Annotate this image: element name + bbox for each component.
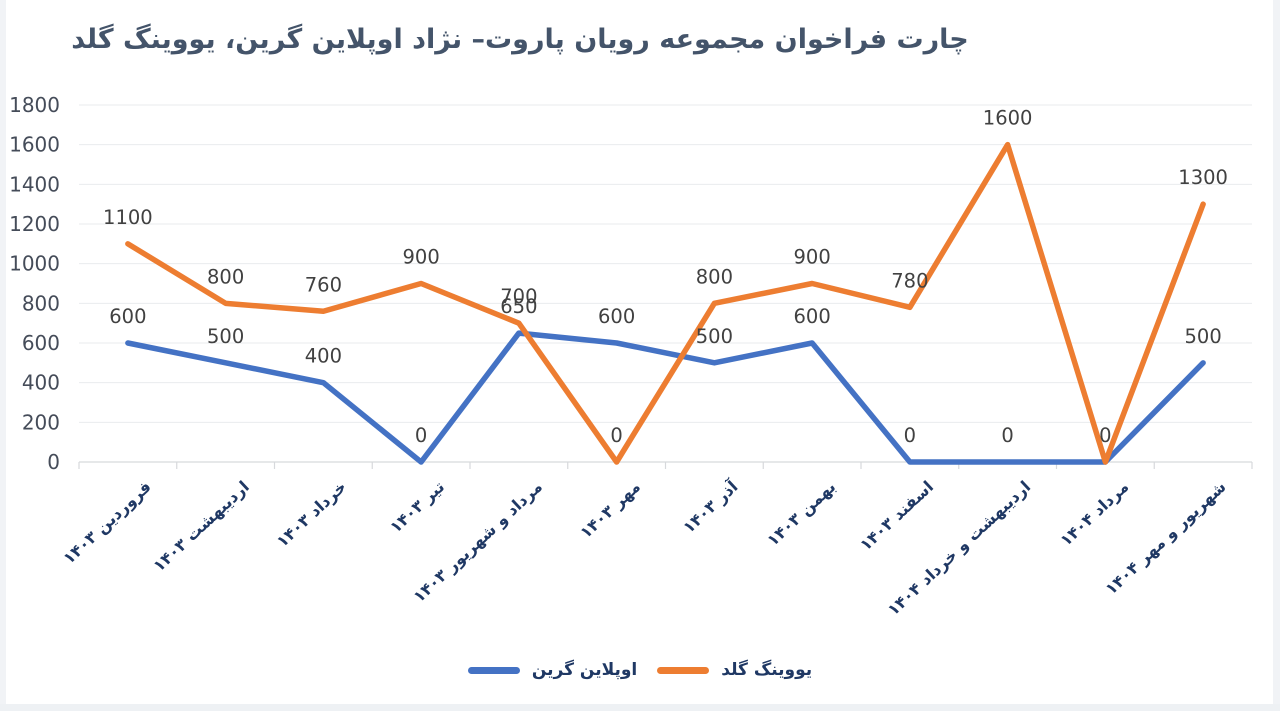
data-label: 650: [500, 295, 537, 318]
y-axis-tick-label: 600: [22, 331, 60, 355]
data-label: 900: [794, 246, 831, 269]
y-axis-tick-label: 1600: [9, 133, 60, 157]
data-label: 780: [891, 269, 928, 292]
data-label: 1600: [983, 107, 1033, 130]
y-axis-tick-label: 400: [22, 371, 60, 395]
data-label: 400: [305, 345, 342, 368]
data-label: 700: [500, 285, 537, 308]
y-axis-tick-label: 0: [47, 450, 60, 474]
data-label: 0: [1099, 424, 1111, 447]
data-label: 1100: [103, 206, 153, 229]
legend-label-yooving-gold: یووینگ گلد: [721, 660, 813, 680]
data-label: 600: [598, 305, 635, 328]
data-label: 500: [696, 325, 733, 348]
data-label: 500: [1185, 325, 1222, 348]
data-label: 0: [1001, 424, 1013, 447]
legend-label-opaline-green: اوپلاین گرین: [531, 660, 638, 680]
data-label: 600: [794, 305, 831, 328]
series-line-opaline-green: [125, 330, 1206, 465]
data-label: 760: [305, 273, 342, 296]
y-axis-tick-label: 800: [22, 291, 60, 315]
data-label: 500: [207, 325, 244, 348]
data-label: 900: [403, 246, 440, 269]
data-label: 600: [109, 305, 146, 328]
data-label: 800: [207, 265, 244, 288]
screenshot-edge-left: [0, 0, 6, 711]
chart-title: چارت فراخوان مجموعه رویان پاروت– نژاد او…: [71, 24, 969, 55]
legend-swatch-orange: [657, 666, 710, 674]
y-axis-tick-label: 1200: [9, 212, 60, 236]
data-label: 800: [696, 265, 733, 288]
screenshot-edge-bottom: [0, 704, 1280, 711]
data-label: 0: [415, 424, 427, 447]
legend-item-yooving-gold: یووینگ گلد: [657, 660, 812, 680]
legend: اوپلاین گرین یووینگ گلد: [0, 660, 1280, 680]
y-axis-tick-label: 200: [22, 410, 60, 434]
data-label: 0: [610, 424, 622, 447]
y-axis-tick-label: 1800: [9, 93, 60, 117]
y-axis-tick-label: 1400: [9, 172, 60, 196]
screenshot-edge-right: [1273, 0, 1280, 711]
legend-item-opaline-green: اوپلاین گرین: [467, 660, 638, 680]
y-axis-tick-label: 1000: [9, 252, 60, 276]
legend-swatch-blue: [467, 666, 520, 674]
data-label: 1300: [1178, 166, 1228, 189]
data-label: 0: [904, 424, 916, 447]
series-line-yooving-gold: [125, 141, 1206, 465]
